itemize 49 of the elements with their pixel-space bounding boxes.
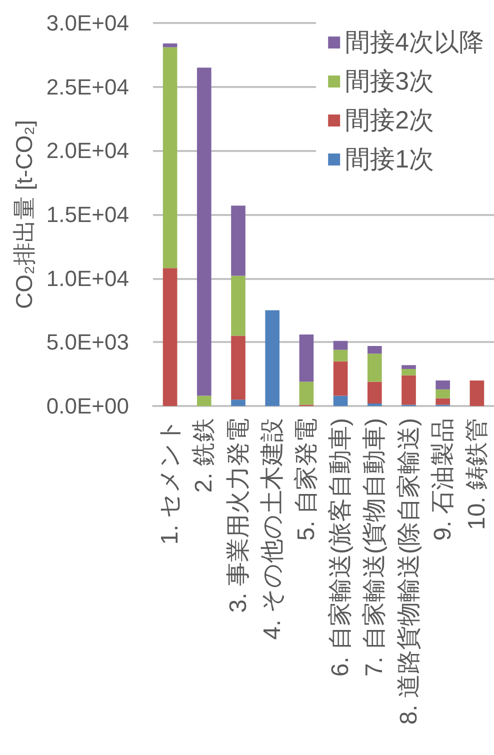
bar bbox=[436, 380, 450, 390]
bar bbox=[231, 400, 246, 406]
x-tick-label: 4. その他の土木建設 bbox=[258, 418, 286, 640]
bar bbox=[333, 340, 348, 350]
bar bbox=[265, 310, 280, 406]
bar bbox=[299, 382, 314, 405]
bar bbox=[402, 365, 416, 369]
bar bbox=[436, 389, 450, 398]
bar bbox=[333, 350, 348, 362]
bar bbox=[162, 47, 178, 268]
bar bbox=[333, 361, 348, 396]
y-tick-label: 1.0E+04 bbox=[46, 266, 129, 291]
x-tick-label: 8. 道路貨物輸送(除自家輸送) bbox=[395, 418, 422, 725]
bar bbox=[299, 334, 314, 382]
x-tick-label: 9. 石油製品 bbox=[429, 418, 456, 541]
bar bbox=[231, 276, 246, 336]
y-tick-label: 3.0E+04 bbox=[46, 10, 129, 36]
x-tick-label: 7. 自家輸送(貨物自動車) bbox=[361, 418, 388, 677]
legend-label: 間接1次 bbox=[345, 146, 434, 174]
x-tick-label: 2. 銑鉄 bbox=[190, 418, 218, 493]
bar bbox=[367, 403, 382, 406]
y-tick-label: 1.5E+04 bbox=[46, 202, 129, 227]
bar bbox=[333, 396, 348, 406]
x-tick-label: 3. 事業用火力発電 bbox=[224, 418, 252, 613]
y-tick-label: 2.0E+04 bbox=[46, 138, 129, 164]
y-tick-label: 5.0E+03 bbox=[46, 330, 129, 355]
bar bbox=[162, 268, 178, 406]
y-tick-label: 0.0E+00 bbox=[46, 394, 129, 418]
bar bbox=[367, 346, 382, 354]
bar bbox=[402, 375, 416, 405]
bar bbox=[196, 68, 212, 396]
legend-label: 間接4次以降 bbox=[345, 28, 484, 56]
bar bbox=[162, 43, 178, 48]
bar bbox=[231, 336, 246, 400]
x-tick-label: 6. 自家輸送(旅客自動車) bbox=[327, 418, 354, 677]
bar bbox=[470, 380, 484, 406]
legend-label: 間接3次 bbox=[345, 68, 434, 96]
bar bbox=[196, 396, 212, 406]
legend-label: 間接2次 bbox=[345, 106, 434, 134]
bar bbox=[367, 354, 382, 382]
x-tick-label: 5. 自家発電 bbox=[292, 418, 320, 541]
bar bbox=[402, 368, 416, 376]
bar bbox=[367, 382, 382, 404]
x-tick-label: 10. 鋳鉄管 bbox=[463, 418, 490, 530]
y-axis-title: CO₂排出量 [t-CO₂] bbox=[11, 120, 38, 310]
bar bbox=[436, 398, 450, 405]
y-tick-label: 2.5E+04 bbox=[46, 74, 129, 100]
x-tick-label: 1. セメント bbox=[156, 418, 184, 545]
bar bbox=[231, 206, 246, 276]
